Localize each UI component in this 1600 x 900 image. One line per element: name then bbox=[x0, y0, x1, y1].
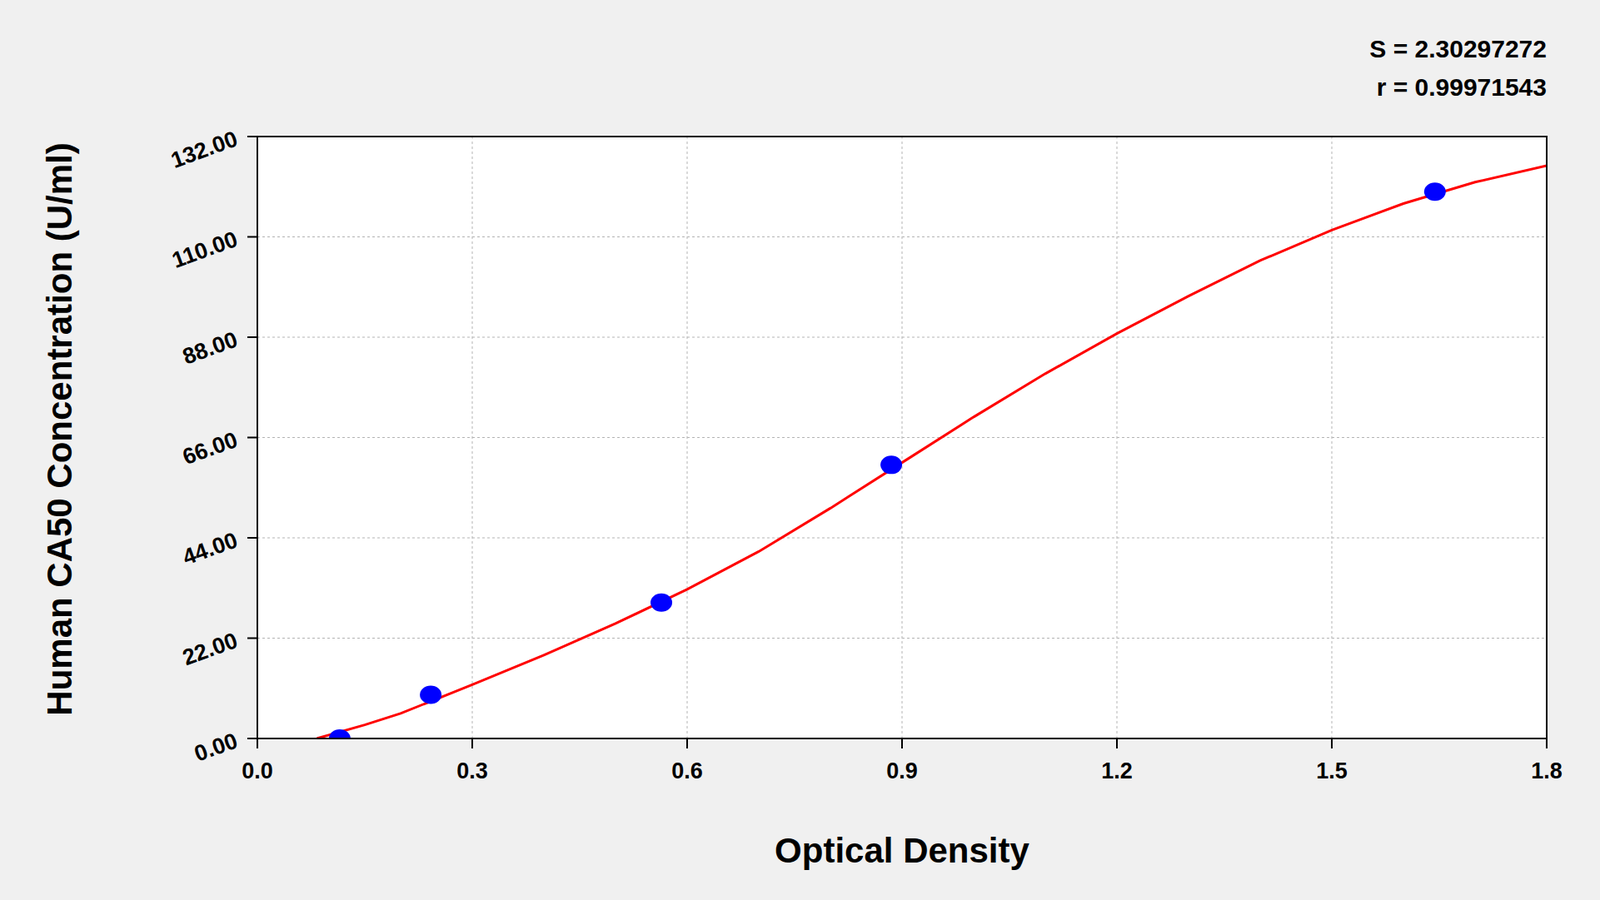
background bbox=[0, 0, 1600, 900]
x-tick bbox=[1330, 738, 1333, 749]
x-axis-title: Optical Density bbox=[774, 831, 1030, 871]
plot-frame bbox=[257, 136, 1547, 739]
annotation: r = 0.99971543 bbox=[1376, 73, 1547, 101]
x-tick bbox=[901, 738, 903, 749]
y-tick-label: 110.00 bbox=[169, 226, 241, 274]
y-tick-label: 132.00 bbox=[167, 125, 241, 173]
plot-area bbox=[257, 136, 1547, 739]
x-tick bbox=[471, 738, 474, 749]
y-tick bbox=[247, 135, 258, 138]
y-grid-line bbox=[257, 638, 1547, 639]
y-grid-line bbox=[257, 538, 1547, 539]
data-point bbox=[419, 685, 442, 704]
x-tick-label: 0.3 bbox=[456, 758, 489, 784]
x-tick bbox=[686, 738, 688, 749]
y-tick bbox=[247, 236, 258, 239]
data-point bbox=[650, 593, 673, 613]
x-tick-label: 0.9 bbox=[886, 758, 918, 784]
x-tick-label: 1.8 bbox=[1530, 758, 1563, 784]
y-tick-label: 0.00 bbox=[190, 727, 241, 767]
fit-curve bbox=[316, 165, 1547, 739]
y-tick bbox=[247, 437, 258, 439]
y-tick bbox=[247, 537, 258, 539]
x-tick-label: 0.0 bbox=[241, 758, 274, 784]
data-point bbox=[880, 455, 903, 474]
x-tick-label: 1.5 bbox=[1315, 758, 1348, 784]
y-axis-title: Human CA50 Concentration (U/ml) bbox=[39, 142, 80, 716]
y-grid-line bbox=[257, 236, 1547, 238]
y-tick-label: 66.00 bbox=[179, 427, 241, 470]
x-tick-label: 1.2 bbox=[1101, 758, 1133, 784]
data-point bbox=[328, 729, 351, 739]
y-grid-line bbox=[257, 437, 1547, 439]
x-tick bbox=[1545, 738, 1548, 749]
y-tick bbox=[247, 638, 258, 640]
y-grid-line bbox=[257, 337, 1547, 339]
y-tick-label: 88.00 bbox=[179, 326, 241, 369]
chart: 0.0 0.3 0.6 0.9 1.2 1.5 1.8 0.00 22.00 44.00 66.00… bbox=[0, 0, 1600, 900]
x-tick bbox=[256, 738, 259, 749]
data bbox=[316, 165, 1547, 739]
y-tick bbox=[247, 336, 258, 339]
y-tick-label: 44.00 bbox=[179, 527, 241, 570]
y-tick bbox=[247, 737, 258, 740]
annotation: S = 2.30297272 bbox=[1369, 34, 1547, 63]
grid bbox=[257, 136, 1547, 739]
x-tick bbox=[1116, 738, 1118, 749]
y-tick-label: 22.00 bbox=[179, 628, 241, 671]
x-tick-label: 0.6 bbox=[671, 758, 703, 784]
data-point bbox=[1424, 182, 1446, 201]
